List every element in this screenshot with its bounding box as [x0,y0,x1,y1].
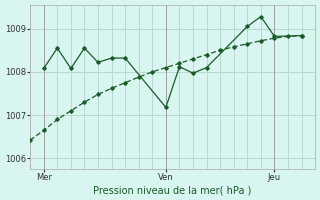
X-axis label: Pression niveau de la mer( hPa ): Pression niveau de la mer( hPa ) [93,185,252,195]
